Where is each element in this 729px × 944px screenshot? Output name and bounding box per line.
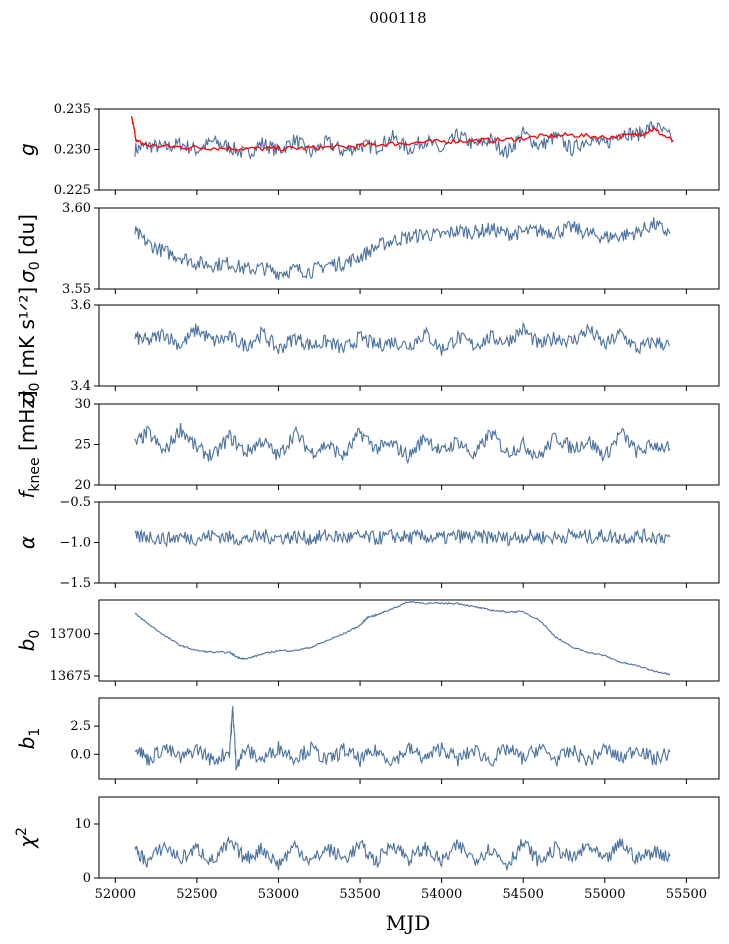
ylabel-suffix-sigma_mK: [mK s¹ᐟ²] bbox=[15, 287, 39, 383]
ylabel-alpha: α bbox=[15, 536, 39, 549]
ylabel-main-g: g bbox=[15, 143, 39, 156]
series-line-sigma0-0 bbox=[134, 217, 671, 281]
ytick-label-fknee-0: 20 bbox=[74, 478, 91, 493]
xtick-label-5: 54500 bbox=[503, 887, 544, 902]
panel-g: 0.225 0.230 0.235 g bbox=[15, 102, 720, 198]
series-line-chi2-0 bbox=[134, 835, 671, 871]
ylabel-b0: b0 bbox=[15, 630, 43, 652]
xtick-label-7: 55500 bbox=[666, 887, 707, 902]
series-line-fknee-0 bbox=[134, 422, 671, 465]
ylabel-main-alpha: α bbox=[15, 536, 39, 549]
ylabel-sigma_mK: σ0 [mK s¹ᐟ²] bbox=[15, 287, 43, 404]
ytick-label-sigma_mK-1: 3.6 bbox=[70, 298, 91, 313]
axes-frame-sigma0 bbox=[98, 207, 720, 290]
x-axis-label: MJD bbox=[386, 911, 431, 935]
panel-sigma_mK: 3.4 3.6 σ0 [mK s¹ᐟ²] bbox=[15, 287, 720, 404]
ylabel-sub-fknee: knee bbox=[27, 457, 43, 491]
xtick-label-2: 53000 bbox=[258, 887, 299, 902]
series-line-g-0 bbox=[134, 121, 674, 161]
xtick-label-3: 53500 bbox=[339, 887, 380, 902]
ylabel-suffix-fknee: [mHz] bbox=[15, 390, 39, 457]
ytick-label-fknee-1: 25 bbox=[74, 438, 91, 453]
ytick-label-chi2-1: 10 bbox=[74, 817, 91, 832]
panel-alpha: −1.5 −1.0 −0.5 α bbox=[15, 495, 720, 591]
ytick-label-g-2: 0.235 bbox=[54, 102, 91, 117]
axes-frame-b0 bbox=[98, 599, 720, 682]
ytick-label-b0-0: 13675 bbox=[50, 669, 91, 684]
panel-fknee: 20 25 30 fknee [mHz] bbox=[15, 390, 720, 499]
panel-sigma0: 3.55 3.60 σ0 [du] bbox=[15, 201, 720, 297]
ylabel-fknee: fknee [mHz] bbox=[15, 390, 43, 498]
axes-frame-fknee bbox=[98, 403, 720, 486]
axes-frame-sigma_mK bbox=[98, 304, 720, 387]
ylabel-suffix-sigma0: [du] bbox=[15, 214, 39, 261]
ytick-label-sigma0-1: 3.60 bbox=[62, 201, 91, 216]
ylabel-sub-b0: 0 bbox=[27, 630, 43, 639]
axes-frame-b1 bbox=[98, 697, 720, 780]
ylabel-sub-b1: 1 bbox=[27, 728, 43, 737]
ylabel-main-b0: b bbox=[15, 639, 39, 652]
ytick-label-alpha-0: −1.5 bbox=[59, 576, 91, 591]
axes-frame-g bbox=[98, 108, 720, 191]
ylabel-chi2: χ2 bbox=[14, 827, 39, 849]
series-line-b1-0 bbox=[134, 705, 671, 771]
ytick-label-b0-1: 13700 bbox=[50, 627, 91, 642]
ylabel-sup-chi2: 2 bbox=[14, 827, 30, 836]
xtick-label-6: 55000 bbox=[584, 887, 625, 902]
axes-frame-chi2 bbox=[98, 796, 720, 879]
ylabel-sigma0: σ0 [du] bbox=[15, 214, 43, 283]
xtick-label-0: 52000 bbox=[95, 887, 136, 902]
panel-b0: 13675 13700 b0 bbox=[15, 599, 720, 686]
ytick-label-fknee-2: 30 bbox=[74, 397, 91, 412]
ylabel-main-sigma_mK: σ bbox=[15, 390, 39, 404]
ytick-label-alpha-2: −0.5 bbox=[59, 495, 91, 510]
ylabel-main-fknee: f bbox=[15, 489, 39, 499]
ylabel-b1: b1 bbox=[15, 728, 43, 750]
ylabel-main-chi2: χ bbox=[15, 835, 39, 849]
ytick-label-g-1: 0.230 bbox=[54, 143, 91, 158]
ylabel-main-b1: b bbox=[15, 737, 39, 750]
figure-title: 000118 bbox=[369, 9, 426, 27]
ytick-label-chi2-0: 0 bbox=[83, 871, 91, 886]
series-line-alpha-0 bbox=[134, 527, 671, 548]
ytick-label-alpha-1: −1.0 bbox=[59, 536, 91, 551]
ytick-label-sigma0-0: 3.55 bbox=[62, 282, 91, 297]
series-line-sigma_mK-0 bbox=[134, 321, 671, 356]
series-line-g-1 bbox=[130, 116, 674, 152]
panel-chi2: 0 10 52000 52500 53000 53500 54000 54500 55000 55… bbox=[14, 796, 720, 902]
ytick-label-b1-0: 0.0 bbox=[70, 747, 91, 762]
ytick-label-g-0: 0.225 bbox=[54, 183, 91, 198]
ylabel-sub-sigma0: 0 bbox=[27, 261, 43, 270]
ytick-label-b1-1: 2.5 bbox=[70, 719, 91, 734]
ylabel-g: g bbox=[15, 143, 39, 156]
ytick-label-sigma_mK-0: 3.4 bbox=[70, 379, 91, 394]
series-line-b0-0 bbox=[134, 600, 671, 676]
ylabel-main-sigma0: σ bbox=[15, 269, 39, 283]
panel-b1: 0.0 2.5 b1 bbox=[15, 697, 720, 784]
xtick-label-1: 52500 bbox=[176, 887, 217, 902]
xtick-label-4: 54000 bbox=[421, 887, 462, 902]
ylabel-sub-sigma_mK: 0 bbox=[27, 383, 43, 392]
